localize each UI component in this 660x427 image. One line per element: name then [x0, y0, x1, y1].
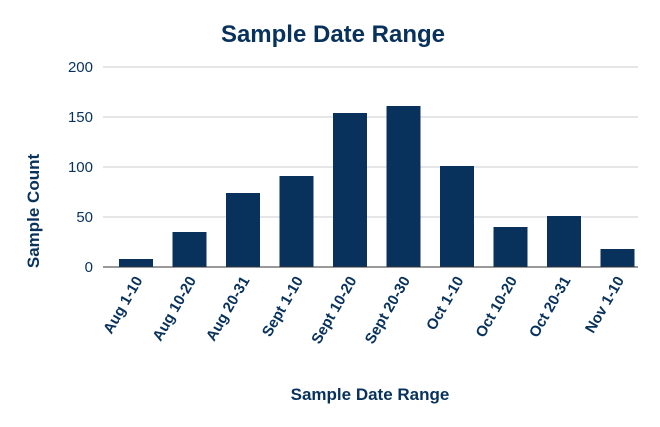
- x-tick-label: Sept 10-20: [308, 274, 360, 347]
- bar-oct-20-31: [547, 216, 581, 267]
- y-tick-label: 50: [76, 209, 93, 226]
- bar-oct-10-20: [493, 227, 528, 267]
- bar-aug-1-10: [119, 259, 153, 267]
- bar-nov-1-10: [600, 249, 635, 267]
- x-tick-label: Oct 20-31: [526, 274, 574, 341]
- bars: [119, 106, 635, 267]
- x-axis-title: Sample Date Range: [291, 385, 450, 404]
- y-tick-label: 100: [68, 159, 93, 176]
- bar-aug-10-20: [172, 232, 207, 267]
- y-tick-labels: 0 50 100 150 200: [68, 59, 93, 276]
- gridlines: [103, 66, 638, 218]
- bar-oct-1-10: [440, 166, 474, 267]
- y-axis-title: Sample Count: [24, 154, 43, 269]
- x-tick-label: Aug 1-10: [100, 274, 146, 337]
- y-tick-label: 150: [68, 109, 93, 126]
- bar-sept-20-30: [386, 106, 421, 267]
- x-tick-label: Oct 1-10: [423, 274, 467, 334]
- y-tick-label: 200: [68, 59, 93, 76]
- bar-aug-20-31: [226, 193, 260, 267]
- x-tick-label: Oct 10-20: [472, 274, 520, 341]
- x-tick-label: Nov 1-10: [582, 274, 628, 337]
- y-tick-label: 0: [85, 259, 93, 276]
- chart-title: Sample Date Range: [221, 21, 445, 48]
- x-tick-label: Aug 20-31: [203, 274, 254, 345]
- x-tick-label: Aug 10-20: [149, 274, 200, 345]
- bar-sept-10-20: [333, 113, 367, 267]
- x-tick-label: Sept 20-30: [362, 274, 414, 347]
- bar-sept-1-10: [279, 176, 314, 267]
- x-tick-label: Sept 1-10: [259, 274, 307, 340]
- x-tick-labels: Aug 1-10 Aug 10-20 Aug 20-31 Sept 1-10 Sept …: [100, 274, 628, 347]
